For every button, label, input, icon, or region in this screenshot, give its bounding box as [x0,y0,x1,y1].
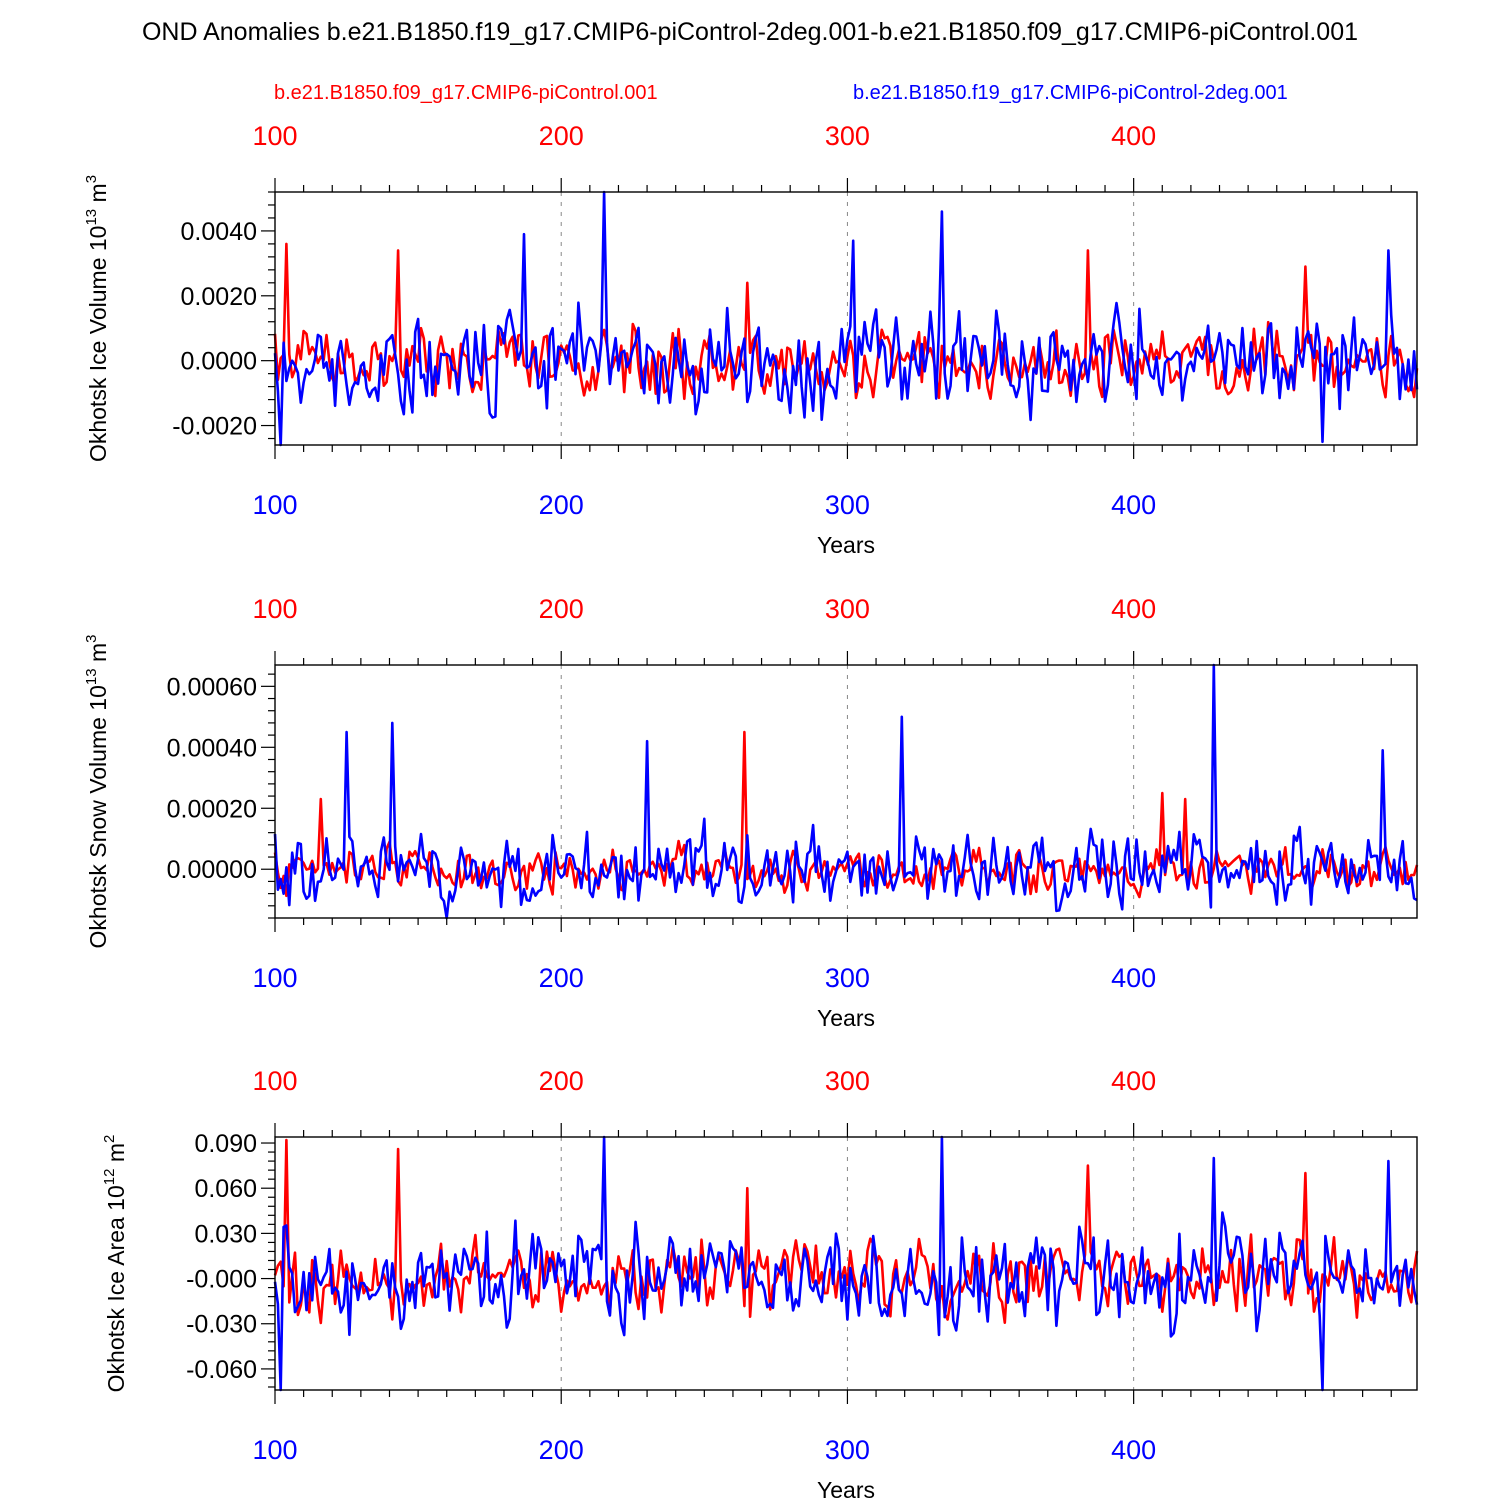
x-bottom-tick-label: 300 [825,490,870,520]
x-top-tick-label: 300 [825,594,870,624]
series-line-red [273,730,1419,899]
x-bottom-tick-label: 100 [252,963,297,993]
y-tick-label: -0.0020 [172,413,257,441]
y-axis-label: Okhotsk Ice Area 1012 m2 [101,1135,129,1393]
x-bottom-tick-label: 100 [252,490,297,520]
x-top-tick-label: 100 [252,121,297,151]
y-tick-label: 0.00000 [167,856,257,884]
x-bottom-tick-label: 200 [539,490,584,520]
x-top-tick-label: 300 [825,1066,870,1096]
x-top-tick-label: 300 [825,121,870,151]
x-bottom-tick-label: 400 [1111,490,1156,520]
x-bottom-tick-label: 400 [1111,1435,1156,1465]
x-bottom-tick-label: 300 [825,963,870,993]
x-bottom-tick-label: 400 [1111,963,1156,993]
y-tick-label: 0.060 [194,1175,257,1203]
x-bottom-tick-label: 300 [825,1435,870,1465]
panel-2: 0.00000 0.00020 0.00040 0.00060 100 100 200 200… [83,594,1419,1031]
y-tick-label: 0.030 [194,1220,257,1248]
y-tick-label: 0.0040 [181,218,257,246]
y-tick-label: -0.030 [186,1311,257,1339]
x-top-tick-label: 400 [1111,121,1156,151]
series-line-blue [273,190,1419,447]
series-line-red [273,1138,1419,1325]
x-axis-label: Years [817,532,875,558]
x-bottom-tick-label: 100 [252,1435,297,1465]
x-top-tick-label: 200 [539,1066,584,1096]
x-axis-label: Years [817,1005,875,1031]
x-top-tick-label: 400 [1111,594,1156,624]
plot-frame [274,1136,1418,1391]
y-axis-label: Okhotsk Snow Volume 1013 m3 [83,635,111,949]
y-tick-label: -0.000 [186,1266,257,1294]
legend-blue-series: b.e21.B1850.f19_g17.CMIP6-piControl-2deg… [853,82,1288,104]
x-bottom-tick-label: 200 [539,1435,584,1465]
x-top-tick-label: 100 [252,594,297,624]
y-tick-label: 0.00020 [167,795,257,823]
y-tick-label: 0.0020 [181,283,257,311]
series-line-red [273,242,1419,401]
x-top-tick-label: 200 [539,121,584,151]
x-top-tick-label: 400 [1111,1066,1156,1096]
y-tick-label: 0.00040 [167,734,257,762]
y-axis-label: Okhotsk Ice Volume 1013 m3 [83,175,111,462]
x-top-tick-label: 200 [539,594,584,624]
x-axis-label: Years [817,1477,875,1500]
figure-title: OND Anomalies b.e21.B1850.f19_g17.CMIP6-… [141,18,1359,46]
series-line-blue [273,1135,1419,1392]
plot-frame [274,664,1418,919]
x-bottom-tick-label: 200 [539,963,584,993]
panel-3: -0.060 -0.030 -0.000 0.030 0.060 0.090 100 100 2… [101,1066,1419,1500]
panel-1: -0.0020 0.0000 0.0020 0.0040 100 100 200 200 300… [83,121,1419,558]
legend-red-series: b.e21.B1850.f09_g17.CMIP6-piControl.001 [274,82,658,104]
series-line-blue [273,663,1418,920]
y-tick-label: 0.00060 [167,673,257,701]
plot-frame [274,191,1418,446]
x-top-tick-label: 100 [252,1066,297,1096]
y-tick-label: -0.060 [186,1356,257,1384]
y-tick-label: 0.0000 [181,348,257,376]
y-tick-label: 0.090 [194,1130,257,1158]
